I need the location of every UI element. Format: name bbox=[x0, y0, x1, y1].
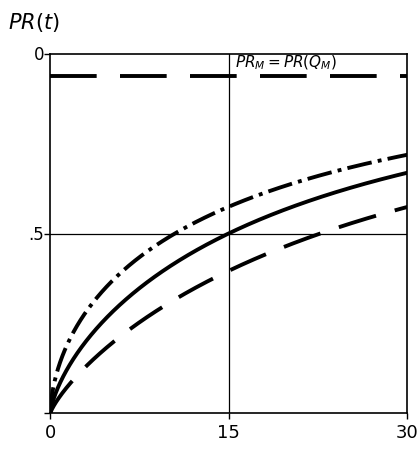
Text: $PR(t)$: $PR(t)$ bbox=[8, 11, 59, 34]
Text: 0: 0 bbox=[34, 46, 45, 64]
Text: $PR_M = PR\left(Q_M\right)$: $PR_M = PR\left(Q_M\right)$ bbox=[235, 54, 337, 72]
Text: .5: .5 bbox=[29, 225, 45, 243]
